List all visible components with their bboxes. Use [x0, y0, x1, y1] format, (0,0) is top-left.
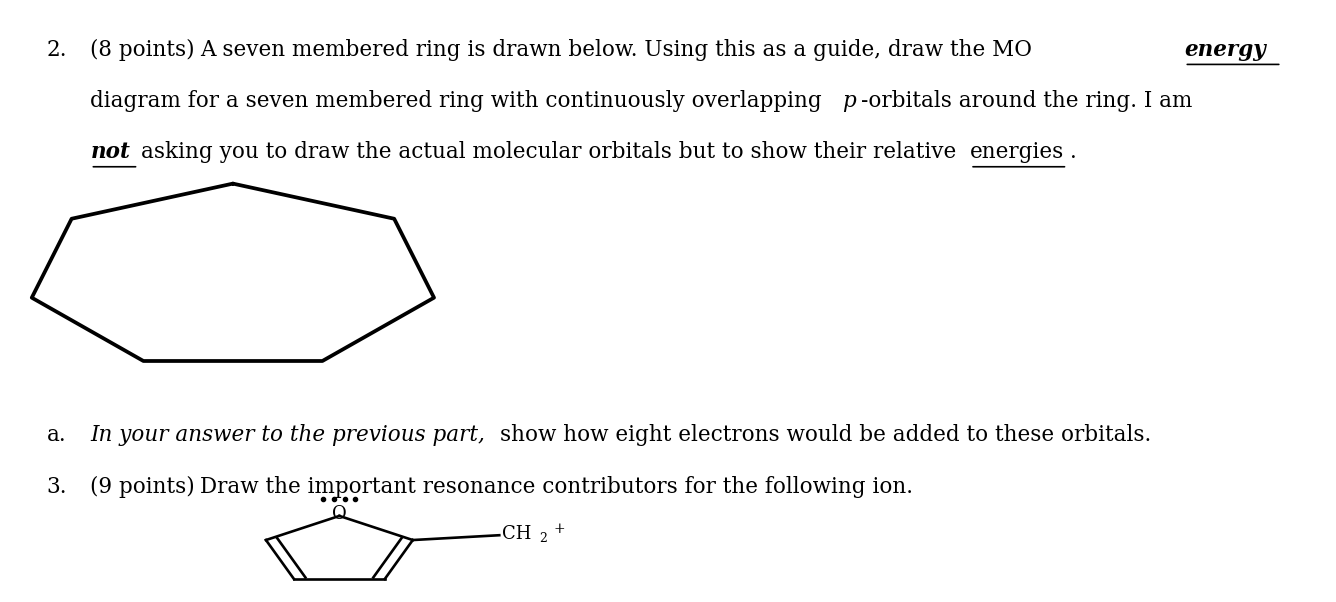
Text: a.: a. — [47, 424, 67, 447]
Text: -orbitals around the ring. I am: -orbitals around the ring. I am — [862, 90, 1193, 113]
Text: CH: CH — [502, 525, 532, 543]
Text: 3.: 3. — [47, 476, 67, 498]
Text: A seven membered ring is drawn below. Using this as a guide, draw the MO: A seven membered ring is drawn below. Us… — [199, 39, 1031, 61]
Text: not: not — [91, 141, 131, 164]
Text: asking you to draw the actual molecular orbitals but to show their relative: asking you to draw the actual molecular … — [142, 141, 957, 164]
Text: energies: energies — [970, 141, 1065, 164]
Text: +: + — [554, 522, 565, 536]
Text: show how eight electrons would be added to these orbitals.: show how eight electrons would be added … — [501, 424, 1152, 447]
Text: In your answer to the previous part,: In your answer to the previous part, — [91, 424, 485, 447]
Text: 2.: 2. — [47, 39, 67, 61]
Text: (9 points): (9 points) — [91, 476, 195, 498]
Text: (8 points): (8 points) — [91, 39, 195, 61]
Text: p: p — [843, 90, 856, 113]
Text: .: . — [1070, 141, 1077, 164]
Text: 2: 2 — [540, 532, 546, 545]
Text: diagram for a seven membered ring with continuously overlapping: diagram for a seven membered ring with c… — [91, 90, 822, 113]
Text: Draw the important resonance contributors for the following ion.: Draw the important resonance contributor… — [199, 476, 912, 498]
Text: O: O — [331, 505, 347, 523]
Text: energy: energy — [1185, 39, 1267, 61]
